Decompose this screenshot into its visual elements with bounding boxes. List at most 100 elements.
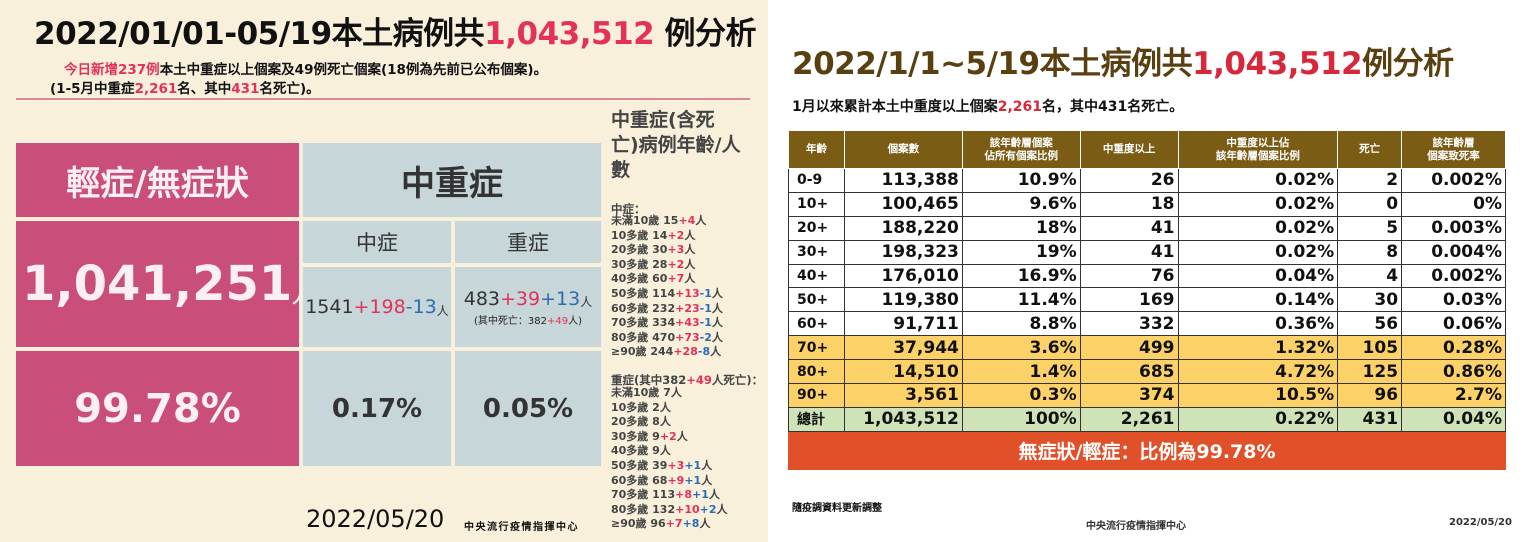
- cell-age: 80+: [788, 359, 845, 385]
- left-subtitle-2: (1-5月中重症2,261名、其中431名死亡)。: [50, 81, 320, 97]
- moderate-header: 中症: [303, 221, 451, 263]
- right-date: 2022/05/20: [1449, 517, 1512, 528]
- base-count: 470: [652, 330, 676, 344]
- cell-severe-rate: 0.14%: [1177, 287, 1339, 313]
- base-count: 39: [652, 458, 668, 472]
- cell-severe-rate: 1.32%: [1177, 335, 1339, 361]
- age-label: 80多歲: [611, 330, 649, 344]
- age-label: 10多歲: [611, 400, 649, 414]
- cell-severe: 76: [1079, 263, 1179, 289]
- base-count: 2: [652, 400, 660, 414]
- critical-percent: 0.05%: [455, 351, 601, 466]
- age-label: 80多歲: [611, 502, 649, 516]
- base-count: 334: [652, 316, 676, 330]
- table-row: 70+ 37,944 3.6% 499 1.32% 105 0.28%: [788, 335, 1506, 361]
- plus-count: +23: [675, 301, 700, 315]
- cell-share: 16.9%: [961, 263, 1081, 289]
- cell-share: 11.4%: [961, 287, 1081, 313]
- cell-cfr: 0.28%: [1401, 335, 1506, 361]
- plus-count: +3: [667, 458, 685, 472]
- unit: 人: [670, 386, 682, 399]
- unit: 人: [684, 257, 696, 271]
- cell-severe-rate: 0.36%: [1177, 311, 1339, 337]
- column-header: 年齡: [788, 130, 845, 169]
- unit: 人: [708, 488, 720, 502]
- side-moderate-item: 未滿10歲 15+4人: [611, 214, 723, 229]
- column-header: 該年齡層個案 佔所有個案比例: [961, 130, 1081, 169]
- cell-deaths: 105: [1337, 335, 1403, 361]
- cell-share: 1.4%: [961, 359, 1081, 385]
- plus-count: +4: [678, 214, 696, 227]
- cell-cases: 113,388: [843, 168, 963, 193]
- cell-age: 70+: [788, 335, 845, 361]
- side-moderate-item: ≥90歲 244+28-8人: [611, 345, 723, 360]
- cell-cases: 188,220: [843, 215, 963, 241]
- cell-cases: 91,711: [843, 311, 963, 337]
- base-count: 30: [652, 243, 668, 257]
- cell-deaths: 30: [1337, 287, 1403, 313]
- cell-severe-rate: 0.02%: [1177, 191, 1339, 217]
- unit: 人: [684, 228, 696, 242]
- base-count: 15: [663, 214, 679, 227]
- cell-age: 50+: [788, 287, 845, 313]
- cell-deaths: 5: [1337, 215, 1403, 241]
- base-count: 96: [650, 517, 666, 531]
- cell-share: 10.9%: [961, 168, 1081, 193]
- cell-cases: 176,010: [843, 263, 963, 289]
- cell-severe: 41: [1079, 215, 1179, 241]
- banner-row: 無症狀/輕症：比例為99.78%: [788, 430, 1506, 470]
- plus2-count: +1: [684, 473, 702, 487]
- age-label: 40多歲: [611, 444, 649, 458]
- age-label: 未滿10歲: [611, 386, 660, 399]
- cell-age: 90+: [788, 383, 845, 408]
- side-moderate-item: 40多歲 60+7人: [611, 272, 723, 287]
- plus-count: +2: [667, 228, 685, 242]
- cell-severe-rate: 0.02%: [1177, 239, 1339, 265]
- unit: 人: [659, 415, 671, 429]
- cell-severe: 41: [1079, 239, 1179, 265]
- unit: 人: [659, 400, 671, 414]
- side-moderate-item: 60多歲 232+23-1人: [611, 302, 723, 317]
- left-title: 2022/01/01-05/19本土病例共1,043,512 例分析: [34, 16, 757, 52]
- cell-cfr: 2.7%: [1401, 383, 1506, 408]
- side-critical-title: 重症(其中382+49人死亡)：: [611, 373, 764, 387]
- cell-deaths: 56: [1337, 311, 1403, 337]
- side-moderate-list: 未滿10歲 15+4人 10多歲 14+2人 20多歲 30+3人 30多歲 28+2…: [611, 214, 723, 360]
- unit: 人: [659, 444, 671, 458]
- left-date: 2022/05/20: [306, 505, 445, 533]
- unit: 人: [701, 458, 713, 472]
- base-count: 244: [650, 345, 674, 359]
- plus-count: +8: [675, 488, 692, 502]
- cell-age: 40+: [788, 263, 845, 289]
- minus-count: -1: [699, 301, 712, 315]
- severe-header: 中重症: [303, 143, 601, 217]
- cell-severe: 332: [1079, 311, 1179, 337]
- table-row: 10+ 100,465 9.6% 18 0.02% 0 0%: [788, 191, 1506, 217]
- age-label: ≥90歲: [611, 517, 647, 531]
- minus-count: -1: [699, 286, 712, 300]
- plus2-count: +1: [692, 488, 709, 502]
- right-title: 2022/1/1~5/19本土病例共1,043,512例分析: [792, 46, 1454, 82]
- side-critical-item: 50多歲 39+3+1人: [611, 459, 728, 474]
- left-org: 中央流行疫情指揮中心: [464, 522, 579, 533]
- side-critical-item: 10多歲 2人: [611, 401, 728, 416]
- unit: 人: [699, 517, 711, 531]
- cell-cases: 3,561: [843, 383, 963, 408]
- table-row: 50+ 119,380 11.4% 169 0.14% 30 0.03%: [788, 287, 1506, 313]
- table-row: 60+ 91,711 8.8% 332 0.36% 56 0.06%: [788, 311, 1506, 337]
- side-moderate-item: 30多歲 28+2人: [611, 258, 723, 273]
- total-age: 總計: [788, 406, 845, 432]
- unit: 人: [711, 301, 723, 315]
- total-deaths: 431: [1337, 406, 1403, 432]
- age-label: ≥90歲: [611, 345, 647, 359]
- table-row: 30+ 198,323 19% 41 0.02% 8 0.004%: [788, 239, 1506, 265]
- cell-cases: 198,323: [843, 239, 963, 265]
- base-count: 60: [652, 272, 668, 286]
- unit: 人: [695, 214, 707, 227]
- plus-count: +2: [667, 257, 685, 271]
- base-count: 8: [652, 415, 660, 429]
- cell-severe: 18: [1079, 191, 1179, 217]
- cell-age: 10+: [788, 191, 845, 217]
- side-critical-item: 70多歲 113+8+1人: [611, 488, 728, 503]
- plus-count: +7: [667, 272, 685, 286]
